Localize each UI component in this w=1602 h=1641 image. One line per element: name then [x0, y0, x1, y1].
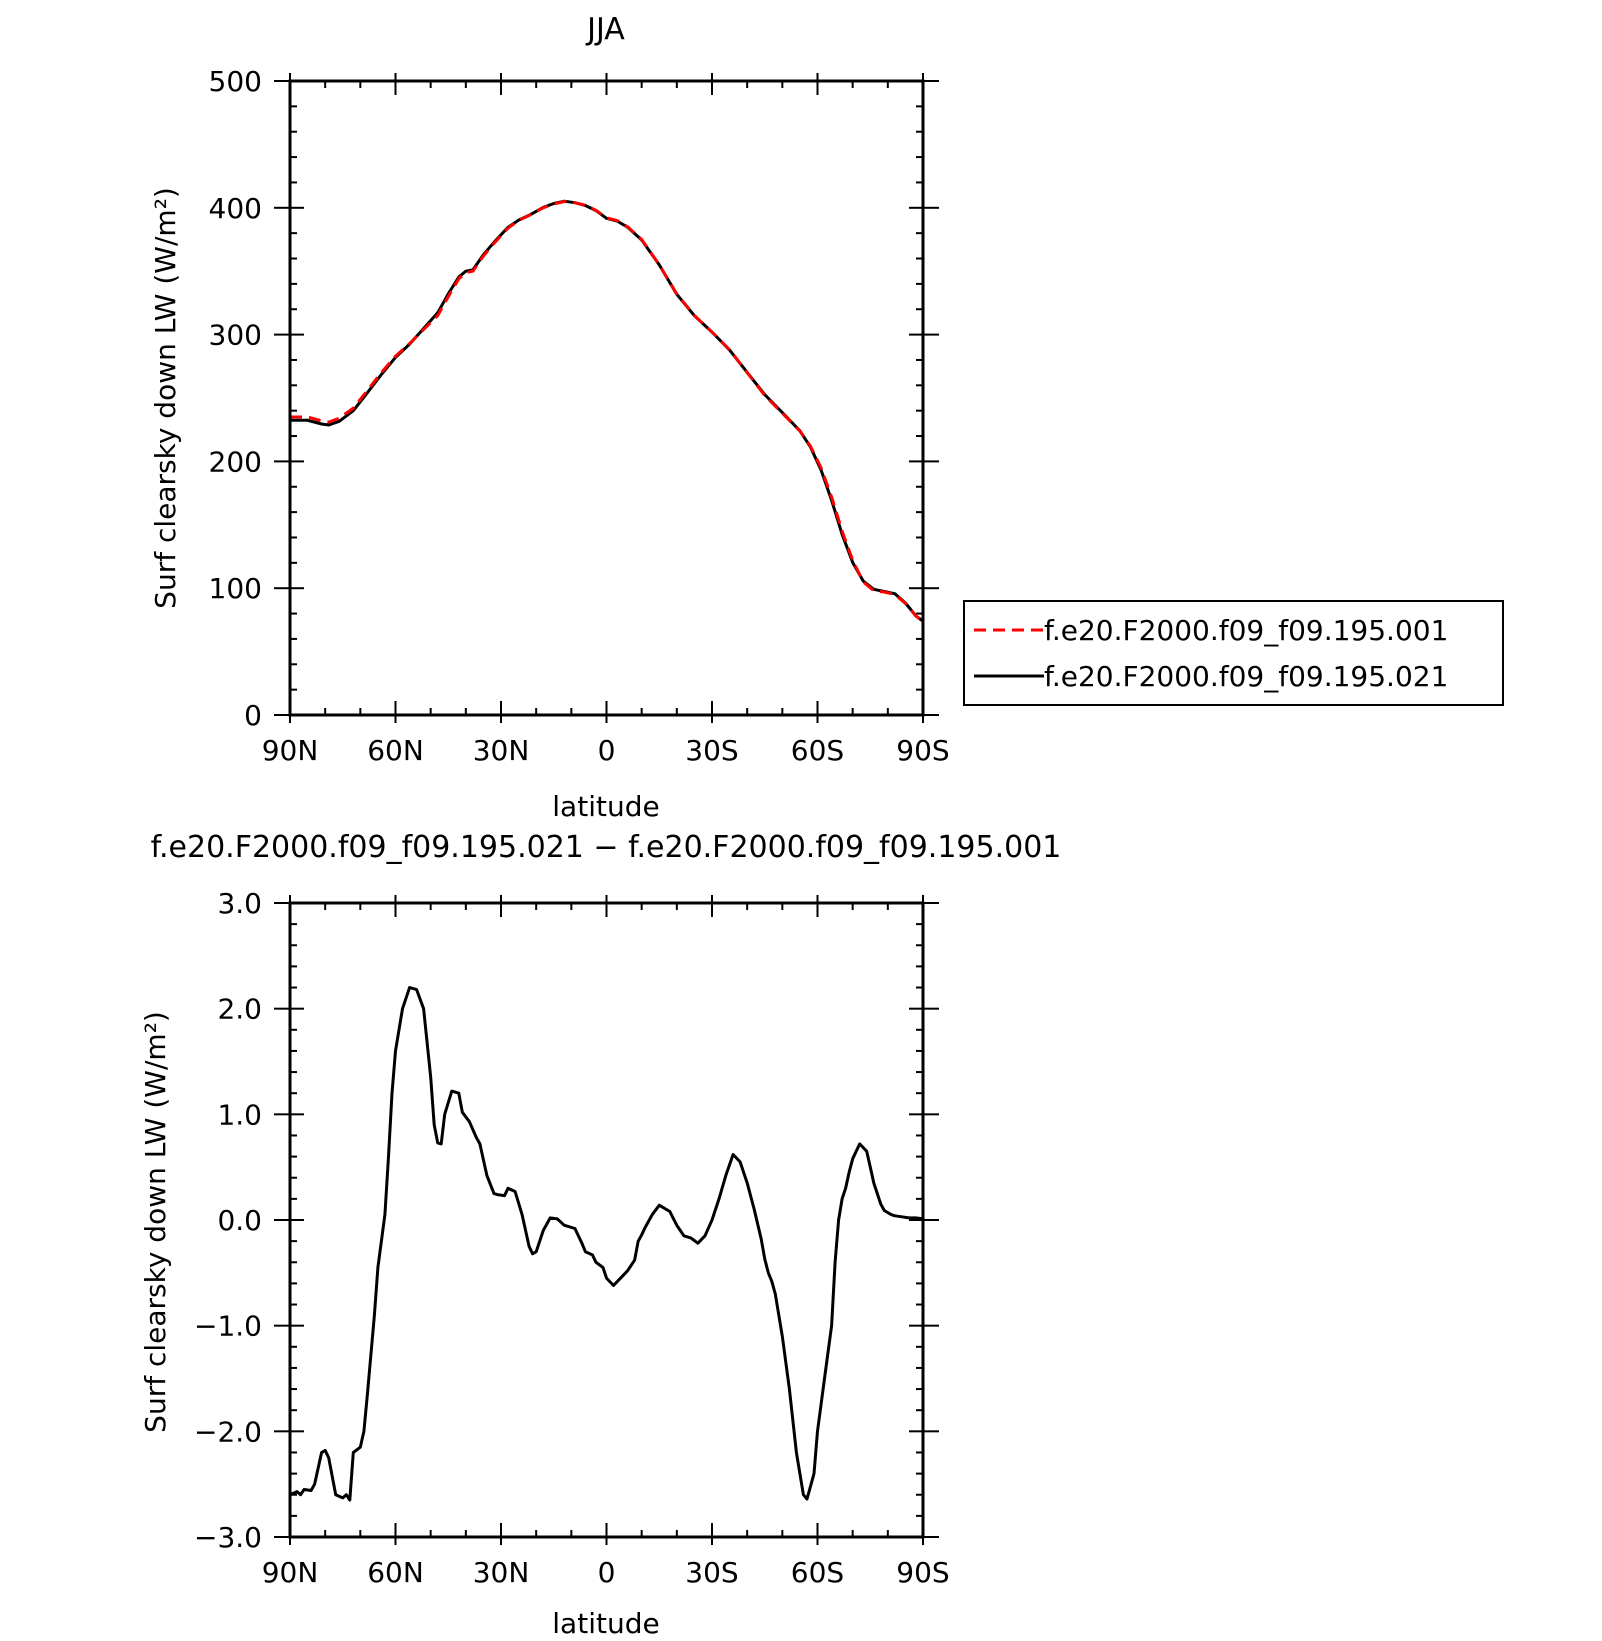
- x-tick-label: 90S: [896, 734, 949, 767]
- y-tick-label: 0.0: [217, 1204, 262, 1237]
- x-tick-label: 60S: [791, 734, 844, 767]
- y-tick-label: 400: [209, 192, 262, 225]
- y-tick-label: 300: [209, 319, 262, 352]
- x-tick-label: 90N: [262, 734, 319, 767]
- y-tick-label: 3.0: [217, 887, 262, 920]
- x-tick-label: 60N: [367, 1556, 424, 1589]
- bottom-x-axis-title: latitude: [552, 1607, 659, 1640]
- x-tick-label: 90N: [262, 1556, 319, 1589]
- y-tick-label: −3.0: [194, 1521, 262, 1554]
- y-tick-label: 0: [244, 699, 262, 732]
- x-tick-label: 60N: [367, 734, 424, 767]
- y-tick-label: −1.0: [194, 1310, 262, 1343]
- x-tick-label: 0: [598, 1556, 616, 1589]
- x-tick-label: 90S: [896, 1556, 949, 1589]
- y-tick-label: 500: [209, 65, 262, 98]
- top-plot-frame: [288, 79, 925, 717]
- series-line-1: [290, 200, 924, 623]
- y-tick-label: 100: [209, 572, 262, 605]
- x-tick-label: 30S: [685, 1556, 738, 1589]
- x-tick-label: 60S: [791, 1556, 844, 1589]
- bottom-plot-frame: [288, 901, 925, 1539]
- legend-label-series-1: f.e20.F2000.f09_f09.195.001: [1044, 614, 1448, 647]
- y-tick-label: 200: [209, 445, 262, 478]
- bottom-chart-title: f.e20.F2000.f09_f09.195.021 − f.e20.F200…: [151, 830, 1062, 865]
- x-tick-label: 30N: [473, 1556, 530, 1589]
- legend-box: [963, 600, 1504, 706]
- legend-label-series-2: f.e20.F2000.f09_f09.195.021: [1044, 660, 1448, 693]
- series-line-2: [290, 199, 924, 623]
- top-chart-title: JJA: [585, 12, 625, 47]
- y-tick-label: 1.0: [217, 1098, 262, 1131]
- x-tick-label: 30S: [685, 734, 738, 767]
- top-x-axis-title: latitude: [552, 790, 659, 823]
- legend: f.e20.F2000.f09_f09.195.001 f.e20.F2000.…: [963, 600, 1504, 706]
- top-chart-series: [290, 199, 924, 623]
- bottom-chart-series: [289, 986, 924, 1502]
- bottom-y-axis-title: Surf clearsky down LW (W/m²): [139, 1011, 172, 1433]
- top-panel: JJA 90N 60N 30N 0 30S 60S 90S0100200300400500 …: [149, 12, 1504, 823]
- x-tick-label: 30N: [473, 734, 530, 767]
- y-tick-label: 2.0: [217, 993, 262, 1026]
- series-line-1: [289, 986, 924, 1502]
- top-chart-axes: 90N 60N 30N 0 30S 60S 90S 0 100 200 300 400 500: [209, 65, 950, 767]
- x-tick-label: 0: [598, 734, 616, 767]
- top-y-axis-title: Surf clearsky down LW (W/m²): [149, 187, 182, 609]
- y-tick-label: −2.0: [194, 1415, 262, 1448]
- bottom-panel: f.e20.F2000.f09_f09.195.021 − f.e20.F200…: [139, 830, 1061, 1640]
